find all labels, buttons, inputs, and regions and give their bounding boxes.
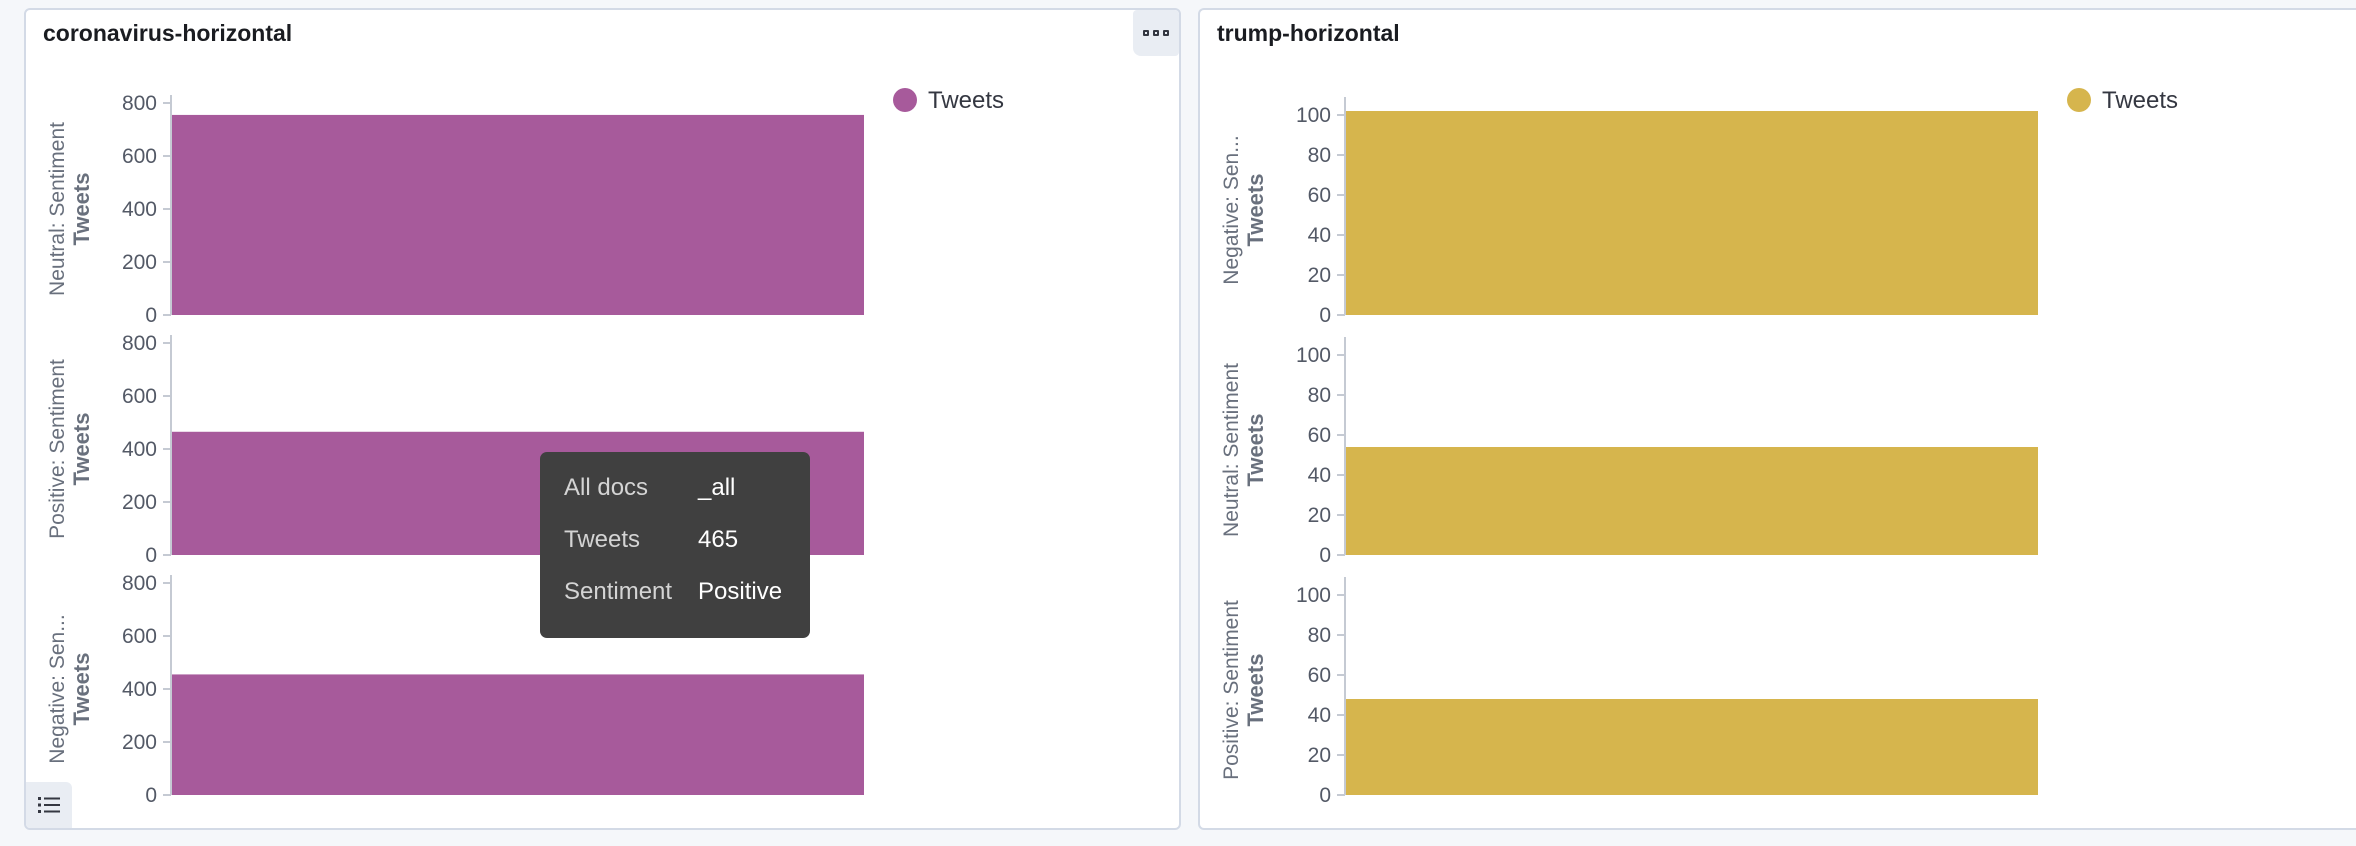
legend: Tweets xyxy=(893,87,1004,114)
tooltip-key: All docs xyxy=(564,474,649,501)
bar xyxy=(1346,699,2038,795)
tick-label: 20 xyxy=(1308,504,1331,527)
row-label: Positive: Sentiment xyxy=(1220,600,1243,780)
bar xyxy=(1346,447,2038,555)
tick-label: 400 xyxy=(122,438,157,461)
panel-trump-horizontal: trump-horizontal 0 20 40 60 80 100 Negative: S… xyxy=(1198,8,2356,830)
tick-label: 40 xyxy=(1308,464,1331,487)
tooltip-value: 465 xyxy=(698,526,739,553)
tick-label: 800 xyxy=(122,332,157,355)
row-label: Neutral: Sentiment xyxy=(46,122,69,296)
tick-label: 60 xyxy=(1308,664,1331,687)
tick-label: 60 xyxy=(1308,424,1331,447)
chart-row: 0 20 40 60 80 100 Negative: Sen... Tweets xyxy=(1220,97,2038,327)
tooltip-value: Positive xyxy=(698,578,783,605)
row-label: Negative: Sen... xyxy=(46,614,69,763)
tick-label: 100 xyxy=(1296,104,1331,127)
tick-label: 800 xyxy=(122,572,157,595)
value-axis-title: Tweets xyxy=(69,413,94,486)
row-label: Positive: Sentiment xyxy=(46,359,69,539)
tick-label: 100 xyxy=(1296,344,1331,367)
legend-swatch xyxy=(2067,88,2091,112)
value-axis-title: Tweets xyxy=(69,653,94,726)
tooltip-row: Sentiment Positive xyxy=(564,578,786,630)
tick-label: 80 xyxy=(1308,624,1331,647)
chart-row: 0 200 400 600 800 Neutral: Sentiment Tweets xyxy=(46,92,864,327)
tick-label: 60 xyxy=(1308,184,1331,207)
tick-label: 0 xyxy=(145,304,157,327)
value-axis-title: Tweets xyxy=(1243,174,1268,247)
tooltip-key: Tweets xyxy=(564,526,641,553)
chart-row: 0 20 40 60 80 100 Neutral: Sentiment Tweets xyxy=(1220,337,2038,567)
chart-tooltip: All docs _all Tweets 465 Sentiment Posit… xyxy=(540,452,810,638)
tick-label: 0 xyxy=(145,544,157,567)
panel-title: trump-horizontal xyxy=(1217,20,1400,46)
tick-label: 0 xyxy=(1319,544,1331,567)
panel-options-button[interactable] xyxy=(1133,10,1179,56)
tick-label: 800 xyxy=(122,92,157,115)
value-axis-title: Tweets xyxy=(1243,414,1268,487)
tooltip-row: All docs _all xyxy=(564,474,786,526)
options-icon xyxy=(1143,30,1169,36)
tick-label: 40 xyxy=(1308,704,1331,727)
legend-label: Tweets xyxy=(928,87,1004,114)
legend-label: Tweets xyxy=(2102,87,2178,114)
panel-title: coronavirus-horizontal xyxy=(43,20,293,46)
chart-row: 0 200 400 600 800 Negative: Sen... Tweets xyxy=(46,572,864,807)
legend-toggle-button[interactable] xyxy=(26,782,72,828)
bar xyxy=(172,674,864,795)
tick-label: 200 xyxy=(122,731,157,754)
tick-label: 600 xyxy=(122,145,157,168)
tick-label: 80 xyxy=(1308,384,1331,407)
tick-label: 80 xyxy=(1308,144,1331,167)
tick-label: 600 xyxy=(122,385,157,408)
value-axis-title: Tweets xyxy=(69,173,94,246)
tooltip-value: _all xyxy=(698,474,736,501)
row-label: Negative: Sen... xyxy=(1220,135,1243,284)
tick-label: 0 xyxy=(1319,304,1331,327)
tick-label: 20 xyxy=(1308,264,1331,287)
list-icon xyxy=(38,797,60,813)
value-axis-title: Tweets xyxy=(1243,654,1268,727)
bar xyxy=(172,114,864,315)
tick-label: 400 xyxy=(122,198,157,221)
tick-label: 0 xyxy=(145,784,157,807)
tick-label: 100 xyxy=(1296,584,1331,607)
tick-label: 40 xyxy=(1308,224,1331,247)
tick-label: 0 xyxy=(1319,784,1331,807)
panel-coronavirus-horizontal: coronavirus-horizontal 0 200 400 600 800 Neut… xyxy=(24,8,1181,830)
row-label: Neutral: Sentiment xyxy=(1220,363,1243,537)
tick-label: 20 xyxy=(1308,744,1331,767)
tick-label: 400 xyxy=(122,678,157,701)
chart-row: 0 20 40 60 80 100 Positive: Sentiment Tweets xyxy=(1220,577,2038,807)
legend: Tweets xyxy=(2067,87,2178,114)
bar xyxy=(1346,111,2038,315)
tick-label: 200 xyxy=(122,251,157,274)
tick-label: 600 xyxy=(122,625,157,648)
tooltip-row: Tweets 465 xyxy=(564,526,786,578)
legend-swatch xyxy=(893,88,917,112)
tooltip-key: Sentiment xyxy=(564,578,673,605)
tick-label: 200 xyxy=(122,491,157,514)
